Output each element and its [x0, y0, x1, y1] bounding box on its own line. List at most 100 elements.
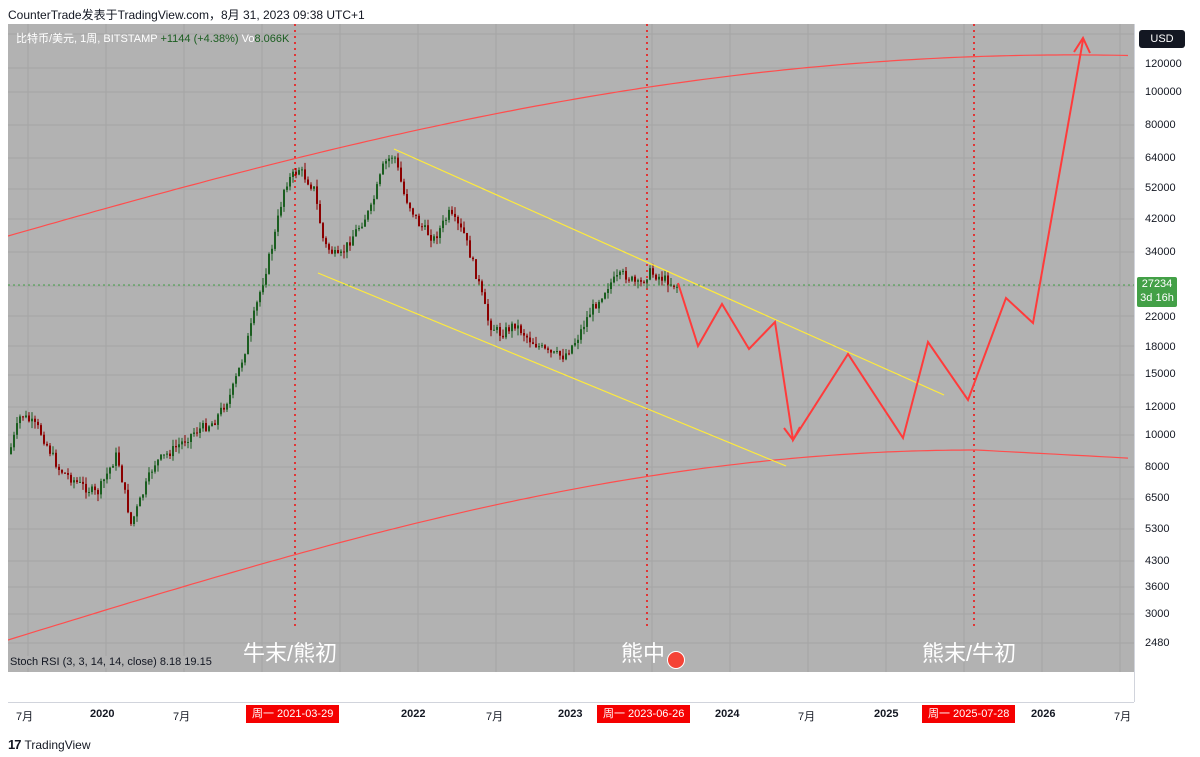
channel-lower-line	[317, 272, 787, 467]
candle-body	[202, 423, 204, 429]
candle-body	[376, 184, 378, 199]
candle-body	[253, 310, 255, 324]
time-axis[interactable]: 7月 2020 7月 周一 2021-03-29 2022 7月 2023 周一…	[8, 702, 1134, 725]
candle-body	[328, 244, 330, 250]
symbol-legend[interactable]: 比特币/美元, 1周, BITSTAMP +1144 (+4.38%) Vo8.…	[16, 30, 289, 46]
candle-body	[595, 304, 597, 309]
candle-body	[76, 480, 78, 482]
price-tick: 3600	[1145, 581, 1170, 593]
candle-body	[610, 282, 612, 289]
candle-body	[676, 286, 678, 288]
time-label-year: 2026	[1031, 708, 1056, 720]
candle-body	[295, 171, 297, 175]
candle-body	[205, 423, 207, 431]
candle-body	[286, 186, 288, 190]
candle-body	[457, 217, 459, 224]
candle-body	[214, 423, 216, 425]
candle-body	[211, 423, 213, 427]
candle-body	[664, 275, 666, 281]
candle-body	[592, 304, 594, 315]
candle-body	[274, 231, 276, 249]
phase-label-bull-end: 牛末/熊初	[243, 641, 338, 666]
candle-body	[115, 452, 117, 466]
price-tick: 5300	[1145, 523, 1170, 535]
candle-body	[40, 425, 42, 435]
candle-body	[625, 270, 627, 280]
candle-body	[466, 233, 468, 241]
candle-body	[103, 479, 105, 482]
candle-body	[247, 335, 249, 355]
candle-body	[529, 337, 531, 343]
candle-body	[433, 236, 435, 241]
candle-body	[82, 481, 84, 484]
candle-body	[481, 281, 483, 293]
us-flag-event-icon[interactable]	[667, 651, 685, 669]
candle-body	[310, 184, 312, 189]
candle-body	[568, 353, 570, 355]
price-tick: 6500	[1145, 492, 1170, 504]
candle-body	[670, 284, 672, 286]
candle-body	[235, 376, 237, 384]
price-tick: 2480	[1145, 637, 1170, 649]
candle-body	[514, 323, 516, 329]
grid-lines	[8, 24, 1134, 672]
candle-body	[598, 301, 600, 309]
candle-body	[322, 223, 324, 239]
candle-body	[577, 339, 579, 343]
candle-body	[61, 470, 63, 473]
projection-path	[677, 39, 1084, 443]
candle-body	[358, 228, 360, 230]
price-tick: 4300	[1145, 555, 1170, 567]
arrow-up-head	[1073, 35, 1091, 54]
candle-body	[373, 198, 375, 205]
candle-body	[673, 284, 675, 287]
candle-body	[208, 426, 210, 431]
candle-body	[169, 453, 171, 456]
candle-body	[406, 194, 408, 203]
candle-body	[52, 452, 54, 454]
candle-body	[655, 274, 657, 280]
candle-body	[148, 472, 150, 482]
channel-upper-line	[393, 148, 945, 396]
candle-body	[532, 342, 534, 344]
candle-body	[19, 416, 21, 424]
candle-body	[661, 276, 663, 281]
candle-body	[370, 204, 372, 211]
candle-body	[190, 434, 192, 442]
time-label-year: 2023	[558, 708, 583, 720]
candle-body	[508, 327, 510, 332]
candle-body	[94, 486, 96, 491]
candle-body	[334, 250, 336, 254]
candle-body	[109, 467, 111, 474]
candle-body	[487, 303, 489, 321]
candle-body	[58, 466, 60, 470]
candle-body	[121, 465, 123, 483]
price-axis[interactable]: USD 120000 100000 80000 64000 52000 4200…	[1134, 24, 1200, 702]
candle-body	[394, 157, 396, 159]
candle-body	[541, 345, 543, 347]
chart-pane[interactable]: 比特币/美元, 1周, BITSTAMP +1144 (+4.38%) Vo8.…	[8, 24, 1134, 672]
candle-body	[106, 473, 108, 480]
candle-body	[130, 512, 132, 524]
candle-body	[547, 348, 549, 350]
candle-body	[97, 490, 99, 495]
candle-body	[43, 434, 45, 444]
currency-button[interactable]: USD	[1139, 30, 1185, 48]
price-tick: 100000	[1145, 86, 1182, 98]
tradingview-logo-icon: 17	[8, 737, 22, 752]
price-tick: 15000	[1145, 368, 1176, 380]
candle-body	[517, 325, 519, 329]
candle-body	[388, 158, 390, 162]
candles	[10, 153, 678, 527]
footer-brand[interactable]: 17 TradingView	[8, 737, 91, 752]
last-price-tag: 27234 3d 16h	[1137, 277, 1177, 307]
candle-body	[277, 215, 279, 232]
stoch-rsi-legend[interactable]: Stoch RSI (3, 3, 14, 14, close) 8.18 19.…	[8, 656, 214, 668]
candle-body	[643, 281, 645, 283]
candle-body	[124, 482, 126, 490]
candle-body	[445, 219, 447, 221]
stoch-rsi-k: 8.18	[159, 656, 182, 668]
candle-body	[307, 179, 309, 185]
candle-body	[580, 329, 582, 340]
publish-header: CounterTrade发表于TradingView.com，8月 31, 20…	[8, 8, 365, 22]
